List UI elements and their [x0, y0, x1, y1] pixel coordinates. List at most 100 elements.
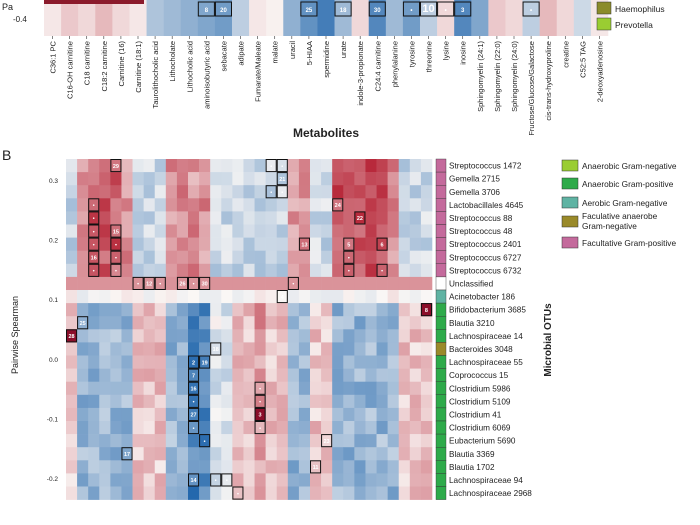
heatmap-cell	[354, 172, 366, 186]
heatmap-cell	[387, 198, 400, 212]
heatmap-cell	[334, 0, 352, 36]
heatmap-cell	[298, 250, 311, 265]
heatmap-cell	[354, 316, 366, 330]
heatmap-cell	[165, 303, 178, 317]
otu-label: Clostridium 5109	[449, 397, 511, 406]
heatmap-cell	[376, 211, 388, 225]
heatmap-cell	[332, 368, 344, 382]
cell-label: 19	[202, 360, 208, 366]
heatmap-cell	[310, 407, 322, 422]
heatmap-cell	[110, 276, 122, 291]
heatmap-cell	[298, 460, 311, 474]
significance-box	[110, 224, 122, 238]
heatmap-cell	[409, 159, 422, 173]
heatmap-cell	[276, 250, 289, 265]
heatmap-cell	[310, 342, 322, 356]
heatmap-cell	[420, 329, 433, 343]
heatmap-cell	[321, 342, 333, 356]
heatmap-cell	[165, 250, 178, 265]
heatmap-cell	[249, 0, 267, 36]
heatmap-cell	[143, 263, 156, 278]
heatmap-cell	[298, 407, 311, 422]
heatmap-cell	[221, 290, 233, 304]
cell-label: 3	[461, 8, 465, 14]
heatmap-cell	[197, 0, 216, 36]
heatmap-cell	[132, 460, 144, 474]
heatmap-cell	[99, 211, 111, 225]
heatmap-cell	[387, 159, 400, 173]
heatmap-cell	[110, 303, 122, 317]
heatmap-cell	[143, 473, 156, 487]
heatmap-cell	[188, 394, 200, 409]
cell-label: 27	[190, 413, 196, 419]
heatmap-cell	[254, 329, 266, 343]
heatmap-cell	[188, 250, 200, 265]
cell-label: •	[93, 269, 95, 275]
heatmap-cell	[132, 342, 144, 356]
significance-box	[265, 159, 277, 173]
heatmap-cell	[276, 316, 289, 330]
heatmap-cell	[398, 263, 411, 278]
heatmap-cell	[298, 329, 311, 343]
heatmap-cell	[88, 447, 100, 461]
cell-label: 29	[113, 164, 119, 170]
heatmap-cell	[199, 276, 211, 291]
cell-label: 6	[381, 242, 384, 248]
heatmap-cell	[214, 0, 233, 36]
heatmap-cell	[354, 237, 366, 251]
heatmap-cell	[176, 250, 189, 265]
heatmap-cell	[298, 263, 311, 278]
heatmap-cell	[343, 250, 355, 265]
heatmap-cell	[210, 368, 222, 382]
significance-box	[354, 211, 366, 225]
heatmap-cell	[176, 486, 189, 500]
heatmap-cell	[221, 486, 233, 500]
significance-box	[77, 316, 89, 330]
heatmap-cell	[110, 473, 122, 487]
heatmap-cell	[154, 394, 167, 409]
heatmap-cell	[154, 407, 167, 422]
heatmap-cell	[265, 342, 278, 356]
heatmap-cell	[132, 198, 144, 212]
otu-group-swatch	[435, 224, 447, 238]
heatmap-cell	[99, 473, 111, 487]
heatmap-cell	[199, 434, 211, 448]
heatmap-cell	[365, 434, 377, 448]
heatmap-cell	[354, 434, 366, 448]
heatmap-cell	[243, 303, 255, 317]
heatmap-cell	[254, 460, 266, 474]
heatmap-cell	[66, 185, 78, 199]
heatmap-cell	[154, 381, 167, 396]
heatmap-cell	[132, 185, 144, 199]
heatmap-cell	[143, 198, 156, 212]
heatmap-cell	[276, 381, 289, 396]
heatmap-cell	[398, 198, 411, 212]
heatmap-cell	[332, 434, 344, 448]
heatmap-cell	[143, 355, 156, 369]
heatmap-cell	[132, 368, 144, 382]
cell-label: •	[259, 426, 261, 432]
heatmap-cell	[66, 290, 78, 304]
heatmap-cell	[398, 185, 411, 199]
heatmap-cell	[221, 473, 233, 487]
heatmap-cell	[298, 381, 311, 396]
heatmap-cell	[343, 447, 355, 461]
heatmap-cell	[376, 329, 388, 343]
heatmap-cell	[154, 185, 167, 199]
heatmap-cell	[287, 263, 300, 278]
significance-box	[454, 1, 472, 17]
heatmap-cell	[332, 381, 344, 396]
heatmap-cell	[287, 250, 300, 265]
heatmap-cell	[287, 198, 300, 212]
otu-label: Lachnospiraceae 94	[449, 476, 523, 485]
heatmap-cell	[287, 394, 300, 409]
heatmap-cell	[121, 237, 133, 251]
heatmap-cell	[409, 303, 422, 317]
heatmap-cell	[121, 381, 133, 396]
heatmap-cell	[409, 316, 422, 330]
heatmap-cell	[556, 0, 575, 36]
significance-box	[368, 1, 386, 17]
heatmap-cell	[287, 407, 300, 422]
heatmap-cell	[298, 172, 311, 186]
heatmap-cell	[77, 394, 89, 409]
